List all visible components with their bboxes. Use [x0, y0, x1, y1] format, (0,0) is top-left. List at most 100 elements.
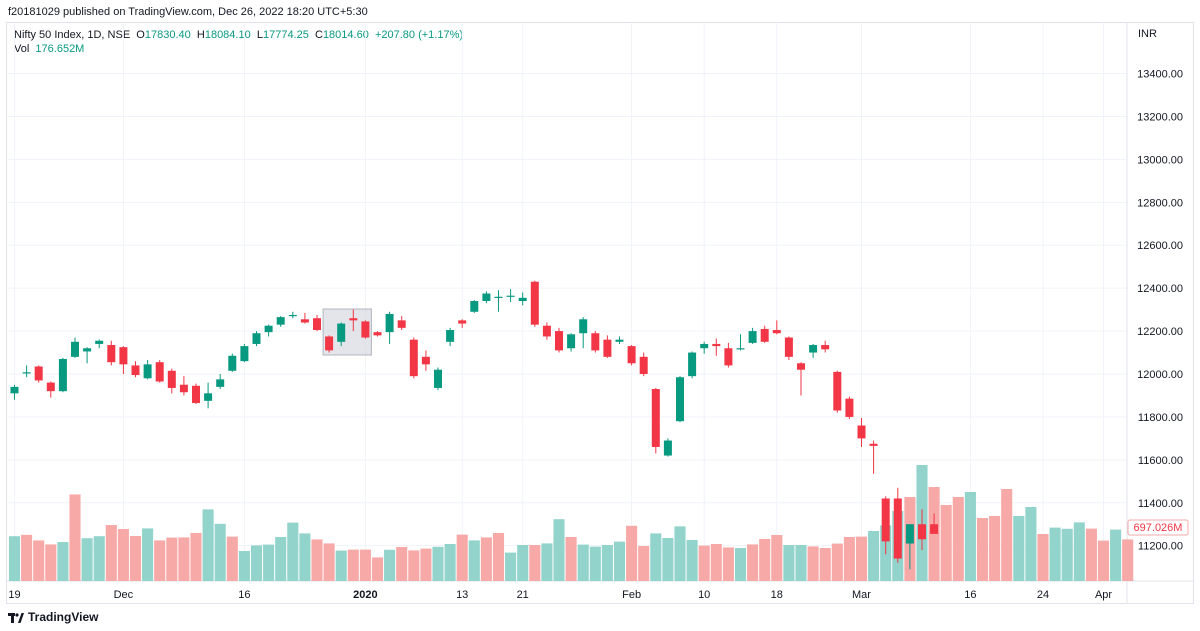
candle-body	[506, 295, 515, 297]
candle-body	[736, 348, 745, 350]
x-axis-tick-label: Feb	[622, 589, 641, 601]
volume-bar	[359, 549, 371, 581]
candle-body	[119, 347, 128, 365]
volume-bar	[166, 537, 178, 581]
volume-bar	[613, 541, 626, 581]
volume-bar	[1013, 516, 1025, 581]
candle-body	[288, 314, 297, 317]
legend-low-value: 17774.25	[262, 29, 309, 41]
legend-high-value: 18084.10	[204, 29, 251, 41]
y-axis-tick-label: 13200.00	[1137, 111, 1183, 123]
candle-body	[71, 341, 79, 357]
x-axis-tick-label: 13	[456, 589, 468, 601]
volume-bar	[335, 550, 347, 581]
volume-bar	[868, 531, 880, 581]
candle-body	[760, 328, 769, 342]
volume-bar	[287, 522, 299, 581]
volume-bar	[553, 519, 565, 581]
candle-body	[470, 301, 479, 312]
price-chart[interactable]: 11200.00 11400.00 11600.00 11800.00 12000.00…	[0, 0, 1200, 604]
volume-bar	[371, 557, 384, 581]
volume-bar	[1049, 527, 1061, 581]
candle-body	[361, 321, 370, 338]
candle-body	[772, 330, 781, 334]
candle-body	[821, 345, 830, 350]
volume-bar	[734, 548, 747, 581]
y-axis-tick-label: 12200.00	[1137, 326, 1183, 338]
volume-bar	[468, 540, 480, 581]
candle-body	[845, 398, 854, 417]
x-axis-tick-label: Dec	[114, 589, 134, 601]
volume-bar	[1001, 489, 1013, 581]
candle-body	[530, 281, 539, 325]
candle-body	[325, 336, 334, 351]
volume-bar	[432, 546, 444, 581]
x-axis-tick-label: 24	[1037, 589, 1049, 601]
candle-body	[688, 352, 697, 377]
y-axis-tick-label: 13000.00	[1137, 154, 1183, 166]
volume-bar	[311, 539, 323, 581]
candle-body	[373, 332, 382, 336]
volume-bar	[783, 545, 795, 581]
y-axis-tick-label: 12800.00	[1137, 197, 1183, 209]
volume-bar	[1025, 507, 1037, 581]
volume-bar	[686, 540, 698, 581]
candle-body	[809, 345, 818, 353]
volume-bar	[69, 494, 81, 581]
x-axis-tick-label: 18	[771, 589, 783, 601]
candle-body	[46, 382, 55, 392]
volume-bar	[226, 536, 238, 581]
candle-body	[155, 362, 164, 382]
footer-brand[interactable]: TradingView	[8, 610, 98, 624]
volume-bar	[250, 545, 263, 581]
volume-bar	[105, 525, 117, 581]
y-axis-tick-label: 12600.00	[1137, 240, 1183, 252]
candle-body	[639, 356, 648, 374]
volume-bar	[214, 523, 226, 581]
volume-bar	[698, 545, 710, 581]
volume-bar	[771, 535, 783, 581]
candle-body	[349, 318, 358, 321]
legend-vol-label[interactable]: Vol	[14, 43, 30, 55]
x-axis-tick-label: 21	[517, 589, 529, 601]
volume-bar	[275, 537, 287, 581]
volume-bar	[202, 509, 214, 581]
candle-body	[905, 524, 914, 544]
legend-low-label: L	[256, 29, 263, 41]
candle-body	[240, 346, 249, 362]
publisher-line: f20181029 published on TradingView.com, …	[8, 6, 368, 18]
legend-close-value: 18014.60	[322, 29, 369, 41]
volume-bar	[347, 549, 359, 581]
y-axis-tick-label: 12400.00	[1137, 283, 1183, 295]
legend-symbol[interactable]: Nifty 50 Index, 1D, NSE	[14, 29, 131, 41]
volume-bar	[747, 544, 759, 581]
x-axis-tick-label: 16	[964, 589, 976, 601]
volume-bar	[1122, 539, 1134, 581]
candle-body	[591, 333, 600, 351]
candle-body	[579, 319, 588, 334]
volume-bar	[384, 549, 396, 581]
volume-bar	[190, 533, 202, 581]
volume-bar	[408, 550, 420, 581]
candle-body	[179, 384, 188, 393]
x-axis-tick-label: 19	[8, 589, 20, 601]
y-axis-tick-label: 13400.00	[1137, 69, 1183, 81]
candle-body	[482, 293, 491, 302]
volume-bar	[505, 552, 517, 581]
volume-bar	[650, 533, 662, 581]
volume-bar	[142, 528, 154, 581]
candle-body	[167, 370, 176, 388]
volume-bar	[964, 492, 976, 581]
volume-bar	[456, 534, 468, 581]
candle-body	[143, 364, 152, 379]
volume-bar	[855, 536, 868, 581]
x-axis-tick-label: 2020	[353, 589, 377, 601]
legend-high-label: H	[196, 29, 205, 41]
candle-body	[10, 386, 19, 394]
candle-body	[676, 377, 684, 422]
volume-bar	[541, 543, 553, 581]
volume-bar	[323, 543, 335, 581]
candle-body	[603, 339, 612, 357]
candle-body	[555, 331, 563, 351]
candle-body	[337, 323, 346, 342]
